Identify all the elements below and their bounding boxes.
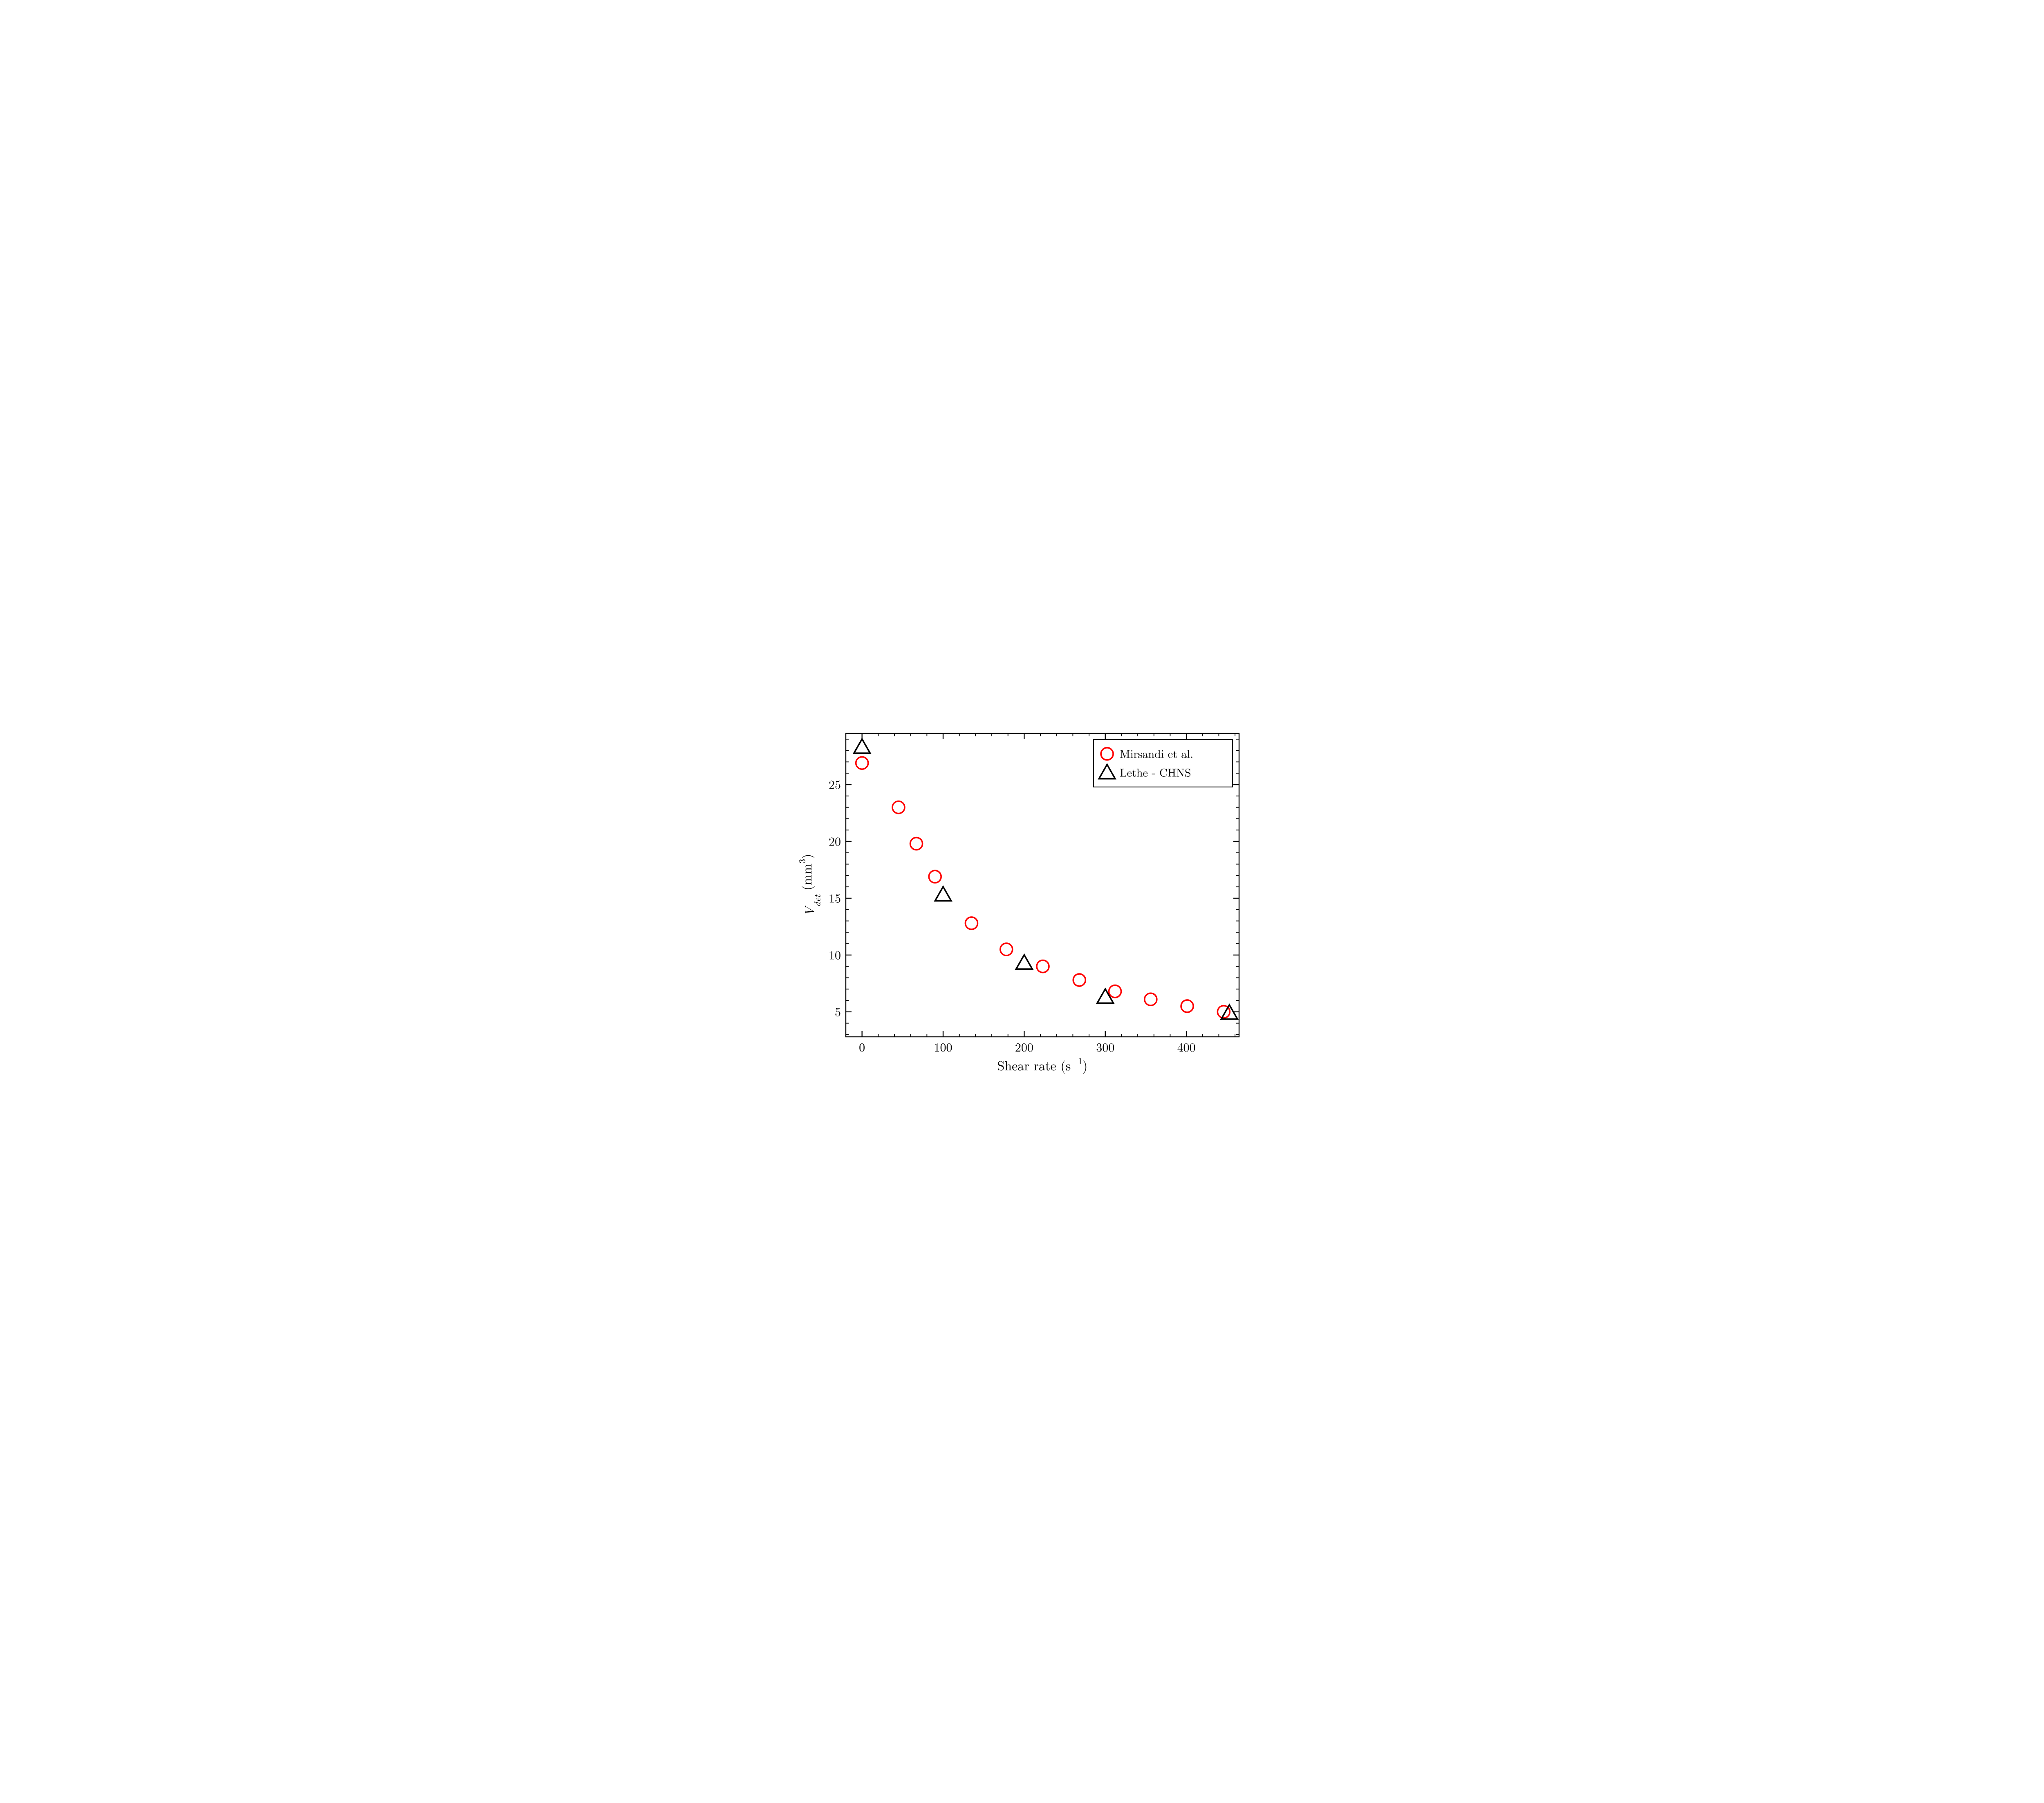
y-tick-label: 15: [829, 888, 841, 906]
vdet-vs-shear-rate-chart: 0100200300400510152025Shear rate (s−1)Vd…: [793, 721, 1251, 1082]
x-tick-label: 200: [1015, 1038, 1033, 1055]
x-tick-label: 300: [1096, 1038, 1114, 1055]
x-tick-label: 0: [859, 1038, 865, 1055]
y-tick-label: 25: [829, 775, 841, 793]
y-tick-label: 5: [835, 1002, 841, 1020]
y-tick-label: 10: [829, 945, 841, 963]
legend-label-mirsandi: Mirsandi et al.: [1120, 745, 1193, 762]
legend: Mirsandi et al. Lethe - CHNS: [1094, 740, 1233, 787]
x-tick-label: 100: [934, 1038, 953, 1055]
chart-svg: 0100200300400510152025Shear rate (s−1)Vd…: [793, 721, 1251, 1082]
legend-label-lethe: Lethe - CHNS: [1120, 764, 1191, 780]
x-tick-label: 400: [1177, 1038, 1196, 1055]
y-tick-label: 20: [829, 832, 841, 850]
